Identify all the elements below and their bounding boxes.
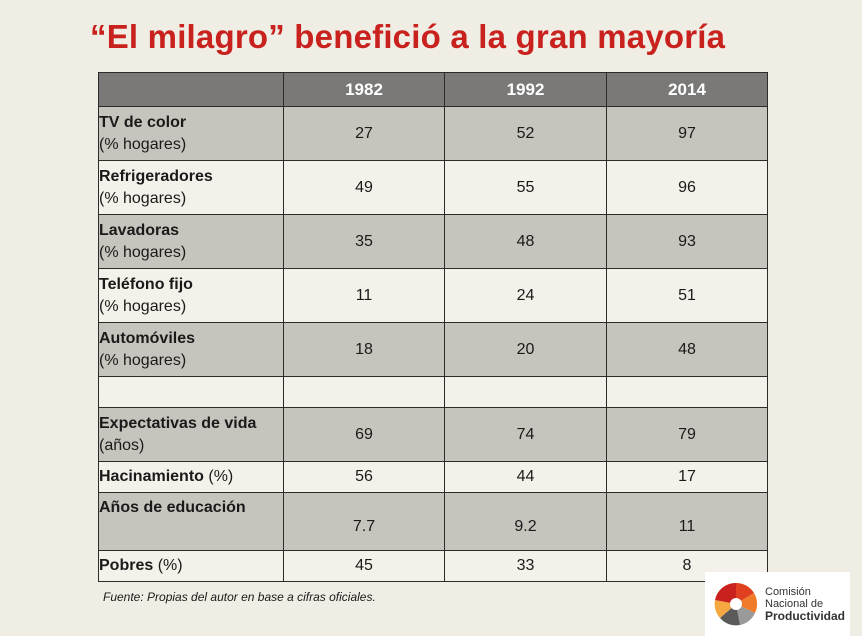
cell-2014: 96 [606,160,768,215]
row-label-unit: (% hogares) [99,135,187,153]
row-label-unit: (años) [99,436,145,454]
header-year-2014: 2014 [606,72,768,107]
cell-1992: 20 [444,322,607,377]
empty-cell [444,376,607,408]
source-note: Fuente: Propias del autor en base a cifr… [103,590,376,604]
logo-line-3: Productividad [765,609,846,623]
cell-1982: 11 [283,268,445,323]
row-label: Hacinamiento (%) [98,461,284,493]
header-year-1982: 1982 [283,72,445,107]
row-label-title: Refrigeradores [99,167,213,185]
cell-1982: 56 [283,461,445,493]
row-label: Automóviles (% hogares) [98,322,284,377]
table-row: Expectativas de vida (años) 69 74 79 [98,407,768,462]
spacer-row [98,376,768,408]
row-label-title: Hacinamiento [99,468,204,485]
cell-2014: 11 [606,492,768,551]
logo: Comisión Nacional de Productividad [705,572,850,636]
page-title: “El milagro” benefició a la gran mayoría [90,18,726,55]
row-label-unit: (% hogares) [99,351,187,369]
row-label-title: Expectativas de vida [99,414,257,432]
row-label: Lavadoras (% hogares) [98,214,284,269]
cell-1992: 44 [444,461,607,493]
table-row: Pobres (%) 45 33 8 [98,550,768,582]
logo-line-2: Nacional de [765,598,824,610]
cell-2014: 8 [606,550,768,582]
cell-1982: 18 [283,322,445,377]
row-label-unit: (% hogares) [99,189,187,207]
cell-1992: 55 [444,160,607,215]
cell-2014: 48 [606,322,768,377]
cell-1982: 35 [283,214,445,269]
row-label-title: Lavadoras [99,221,180,239]
table-row: Lavadoras (% hogares) 35 48 93 [98,214,768,269]
cell-1982: 7.7 [283,492,445,551]
empty-cell [98,376,284,408]
row-label: Expectativas de vida (años) [98,407,284,462]
row-label: Pobres (%) [98,550,284,582]
table-row: Años de educación 7.7 9.2 11 [98,492,768,551]
row-label-title: Pobres [99,557,154,574]
cell-1992: 52 [444,106,607,161]
row-label-unit: (% hogares) [99,243,187,261]
row-label-title: Automóviles [99,329,196,347]
empty-cell [606,376,768,408]
table-row: Teléfono fijo (% hogares) 11 24 51 [98,268,768,323]
table-header-row: 1982 1992 2014 [98,72,768,107]
logo-text: Comisión Nacional de Productividad [765,586,845,622]
row-label: Años de educación [98,492,284,551]
row-label: TV de color (% hogares) [98,106,284,161]
empty-cell [283,376,445,408]
row-label-unit: (% hogares) [99,297,187,315]
cell-1992: 33 [444,550,607,582]
cell-2014: 79 [606,407,768,462]
header-corner-cell [98,72,284,107]
cell-2014: 51 [606,268,768,323]
row-label-title: Años de educación [99,499,246,516]
cell-1992: 24 [444,268,607,323]
table-row: Refrigeradores (% hogares) 49 55 96 [98,160,768,215]
row-label-unit: (%) [208,468,234,485]
cell-1982: 69 [283,407,445,462]
row-label: Refrigeradores (% hogares) [98,160,284,215]
cell-1992: 48 [444,214,607,269]
row-label: Teléfono fijo (% hogares) [98,268,284,323]
cell-1992: 74 [444,407,607,462]
data-table: 1982 1992 2014 TV de color (% hogares) 2… [98,72,768,582]
cell-2014: 93 [606,214,768,269]
logo-line-1: Comisión [765,586,811,598]
cell-1982: 45 [283,550,445,582]
cell-1992: 9.2 [444,492,607,551]
table-row: Automóviles (% hogares) 18 20 48 [98,322,768,377]
row-label-unit: (%) [157,557,183,574]
table-row: TV de color (% hogares) 27 52 97 [98,106,768,161]
row-label-title: Teléfono fijo [99,275,193,293]
cell-2014: 17 [606,461,768,493]
table-row: Hacinamiento (%) 56 44 17 [98,461,768,493]
pinwheel-logo-icon [714,582,758,626]
header-year-1992: 1992 [444,72,607,107]
cell-1982: 27 [283,106,445,161]
cell-1982: 49 [283,160,445,215]
row-label-title: TV de color [99,113,187,131]
cell-2014: 97 [606,106,768,161]
